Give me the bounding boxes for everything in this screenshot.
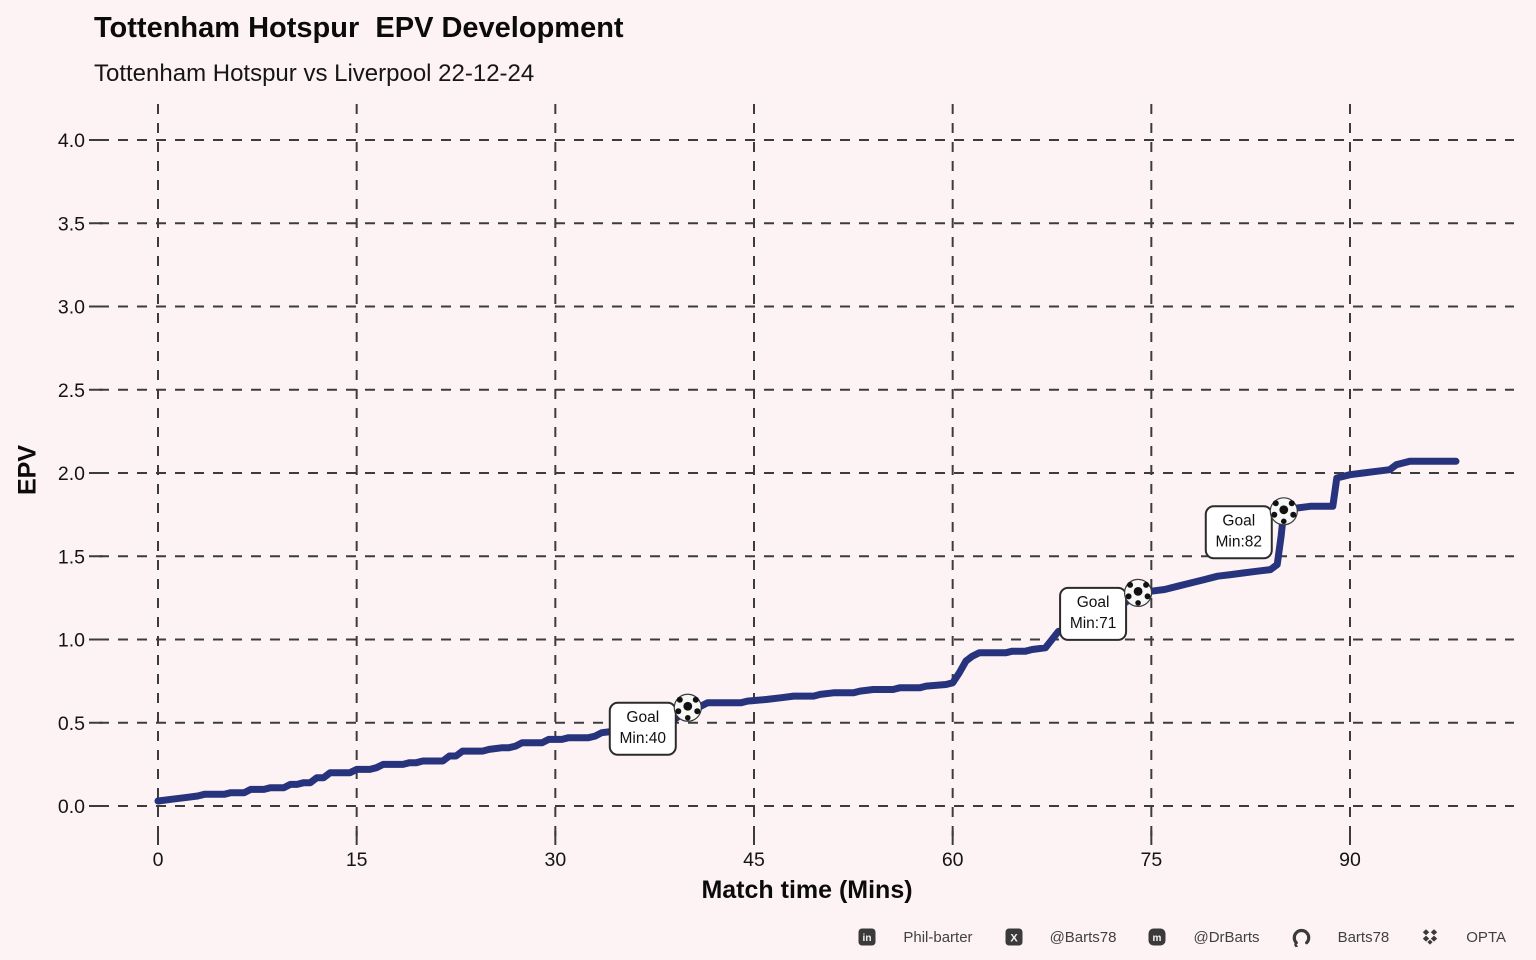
dropbox-icon xyxy=(1421,928,1439,946)
y-axis-label: EPV xyxy=(13,444,42,496)
x-axis-label: Match time (Mins) xyxy=(701,876,913,904)
soccer-ball-icon xyxy=(1123,578,1153,607)
x-tick-label: 30 xyxy=(544,849,566,871)
credit-label: @Barts78 xyxy=(1049,928,1117,946)
goal-label-line2: Min:71 xyxy=(1070,615,1117,632)
goal-label-line2: Min:40 xyxy=(620,730,667,747)
page-subtitle: Tottenham Hotspur vs Liverpool 22-12-24 xyxy=(94,60,535,87)
credit-label: Barts78 xyxy=(1337,928,1390,946)
x-tick-label: 0 xyxy=(153,849,164,871)
goal-annotation: Goal Min:40 xyxy=(608,693,702,756)
y-tick-label: 0.0 xyxy=(58,796,85,818)
x-tick-label: 45 xyxy=(743,849,765,871)
page-title: Tottenham Hotspur EPV Development xyxy=(94,12,624,44)
svg-text:X: X xyxy=(1010,933,1018,945)
credit-mastodon: m @DrBarts xyxy=(1148,928,1260,946)
goal-annotation: Goal Min:82 xyxy=(1204,497,1298,560)
x-tick-label: 75 xyxy=(1140,849,1162,871)
credit-dropbox: OPTA xyxy=(1421,928,1506,946)
y-tick-label: 3.5 xyxy=(58,213,85,235)
y-tick-label: 1.5 xyxy=(58,546,85,568)
goal-label-box xyxy=(1204,505,1273,560)
goal-label-line2: Min:82 xyxy=(1216,533,1263,550)
x-tick-label: 90 xyxy=(1339,849,1361,871)
x-tick-label: 15 xyxy=(346,849,368,871)
svg-text:in: in xyxy=(863,933,872,944)
credit-label: Phil-barter xyxy=(903,928,973,946)
credit-label: OPTA xyxy=(1466,928,1506,946)
credit-x: X @Barts78 xyxy=(1005,928,1117,946)
soccer-ball-icon xyxy=(673,693,702,722)
goal-label-line1: Goal xyxy=(626,709,659,726)
y-tick-label: 4.0 xyxy=(58,130,85,152)
goal-label-box xyxy=(608,701,677,756)
y-tick-label: 2.5 xyxy=(58,380,85,402)
credit-linkedin: in Phil-barter xyxy=(858,928,973,946)
y-tick-label: 3.0 xyxy=(58,297,85,319)
x-icon: X xyxy=(1005,928,1023,946)
goal-annotation: Goal Min:71 xyxy=(1059,578,1153,641)
soccer-ball-icon xyxy=(1269,497,1298,526)
linkedin-icon: in xyxy=(858,928,876,946)
y-tick-label: 0.5 xyxy=(58,713,85,735)
epv-chart: 0 15 30 45 60 75 90 0.0 0.5 1.0 1.5 2.0 2.5 3.0 3.5 4.0… xyxy=(58,104,1514,871)
svg-text:m: m xyxy=(1153,933,1162,944)
goal-label-box xyxy=(1059,586,1128,641)
goal-label-line1: Goal xyxy=(1222,512,1255,529)
mastodon-icon: m xyxy=(1148,928,1166,946)
credit-label: @DrBarts xyxy=(1193,928,1260,946)
x-tick-label: 60 xyxy=(942,849,964,871)
epv-line xyxy=(154,457,1460,805)
credits-footer: in Phil-barter X @Barts78 m @DrBarts Bar… xyxy=(858,921,1506,953)
credit-github: Barts78 xyxy=(1292,928,1390,947)
goal-label-line1: Goal xyxy=(1077,594,1110,611)
y-tick-label: 2.0 xyxy=(58,463,85,485)
y-tick-label: 1.0 xyxy=(58,630,85,652)
github-icon xyxy=(1292,928,1311,947)
